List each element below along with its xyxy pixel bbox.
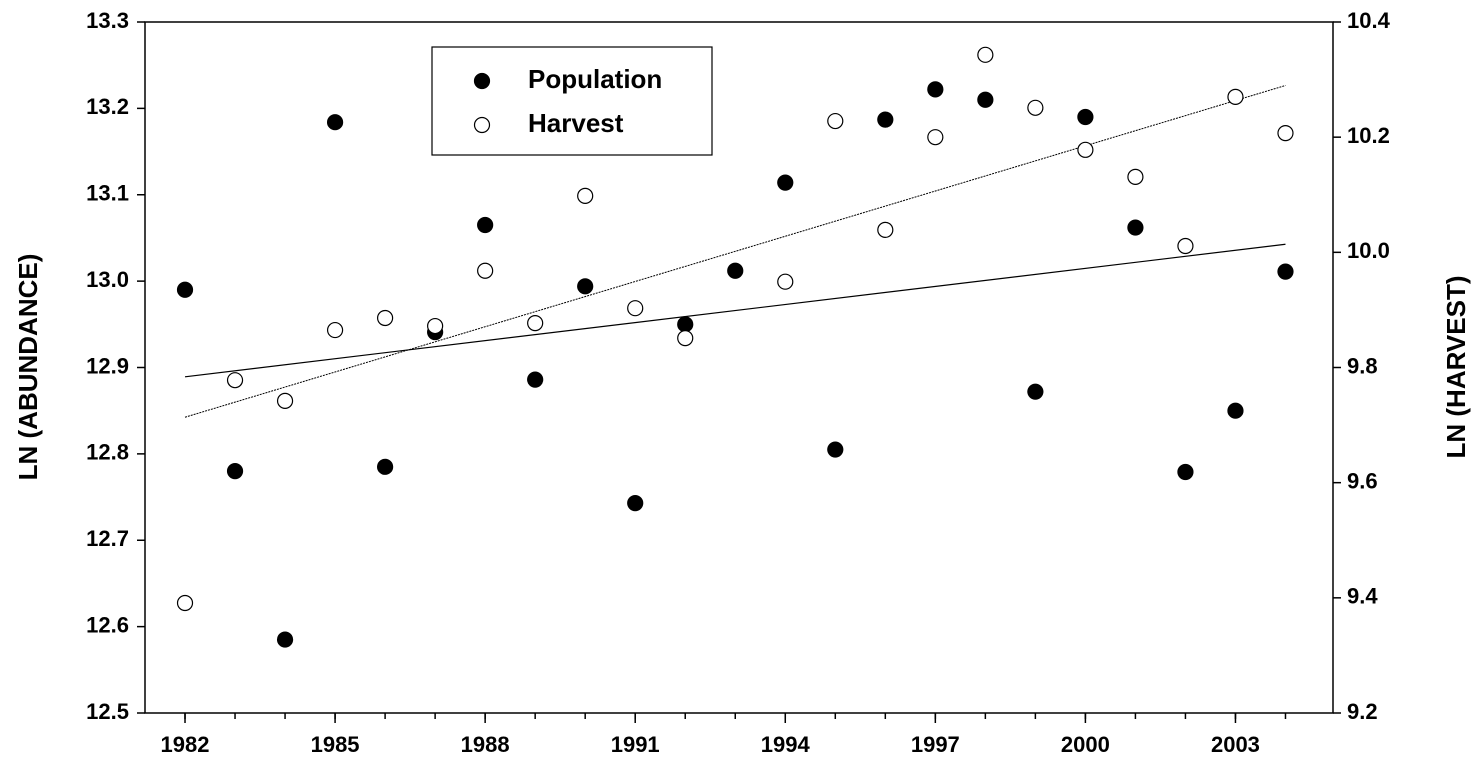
legend-box <box>431 46 713 156</box>
x-tick-label: 2003 <box>1211 732 1260 757</box>
point <box>1177 463 1194 481</box>
point <box>577 278 594 295</box>
x-tick-label: 1985 <box>311 732 360 757</box>
point <box>477 262 494 279</box>
point <box>427 317 444 335</box>
y2-tick-label: 10.0 <box>1347 238 1390 263</box>
plot-frame <box>144 21 1334 714</box>
y2-tick-label: 9.6 <box>1347 468 1378 493</box>
point <box>1227 88 1244 105</box>
point <box>677 316 694 333</box>
y-tick-label: 12.5 <box>86 699 129 724</box>
y-tick-label: 13.3 <box>86 8 129 33</box>
point <box>477 216 494 234</box>
y-tick-label: 13.0 <box>86 267 129 292</box>
point <box>176 281 194 298</box>
x-tick-label: 1988 <box>461 732 510 757</box>
point <box>377 458 394 475</box>
y2-tick-label: 9.8 <box>1347 353 1378 378</box>
point <box>977 91 994 108</box>
y-tick-label: 12.8 <box>86 440 129 465</box>
x-tick-label: 1997 <box>911 732 960 757</box>
y-tick-label: 13.2 <box>86 94 129 119</box>
y-tick-label: 12.6 <box>86 612 129 637</box>
x-tick-label: 2000 <box>1061 732 1110 757</box>
y2-axis-label: LN (HARVEST) <box>1441 276 1471 459</box>
point <box>577 187 594 205</box>
point <box>627 495 644 512</box>
point <box>226 372 244 389</box>
point <box>927 129 944 146</box>
point <box>877 111 894 128</box>
y2-tick-label: 10.4 <box>1347 8 1391 33</box>
point <box>176 594 194 612</box>
point <box>276 392 294 409</box>
y2-tick-label: 10.2 <box>1347 123 1390 148</box>
point <box>377 309 394 327</box>
point <box>1227 402 1244 419</box>
point <box>226 463 244 480</box>
point <box>1077 141 1094 158</box>
point <box>1127 219 1144 236</box>
point <box>777 273 794 290</box>
point <box>827 441 844 458</box>
point <box>877 221 894 238</box>
point <box>1277 125 1294 142</box>
point <box>777 174 794 191</box>
point <box>326 321 344 339</box>
point <box>1277 263 1294 280</box>
y-tick-label: 12.7 <box>86 526 129 551</box>
point <box>977 46 994 63</box>
point <box>326 114 344 131</box>
x-tick-label: 1994 <box>761 732 811 757</box>
point <box>927 81 944 98</box>
y2-tick-label: 9.4 <box>1347 584 1378 609</box>
point <box>1027 99 1044 116</box>
point <box>1077 108 1094 126</box>
point <box>727 262 744 279</box>
x-tick-label: 1982 <box>161 732 210 757</box>
legend-marker <box>473 116 491 134</box>
point <box>627 300 644 317</box>
point <box>1127 168 1144 185</box>
x-tick-label: 1991 <box>611 732 660 757</box>
point <box>677 330 694 347</box>
trend-line <box>184 84 1286 418</box>
y2-tick-label: 9.2 <box>1347 699 1378 724</box>
point <box>827 112 844 130</box>
point <box>527 315 544 332</box>
legend-label: Population <box>528 64 662 94</box>
y-tick-label: 12.9 <box>86 353 129 378</box>
trend-line <box>184 243 1286 378</box>
point <box>1027 383 1044 400</box>
point <box>527 371 544 388</box>
legend-label: Harvest <box>528 108 624 138</box>
y-axis-label: LN (ABUNDANCE) <box>13 254 43 481</box>
point <box>1177 237 1194 255</box>
legend-marker <box>473 72 491 90</box>
point <box>276 631 294 648</box>
y-tick-label: 13.1 <box>86 181 129 206</box>
